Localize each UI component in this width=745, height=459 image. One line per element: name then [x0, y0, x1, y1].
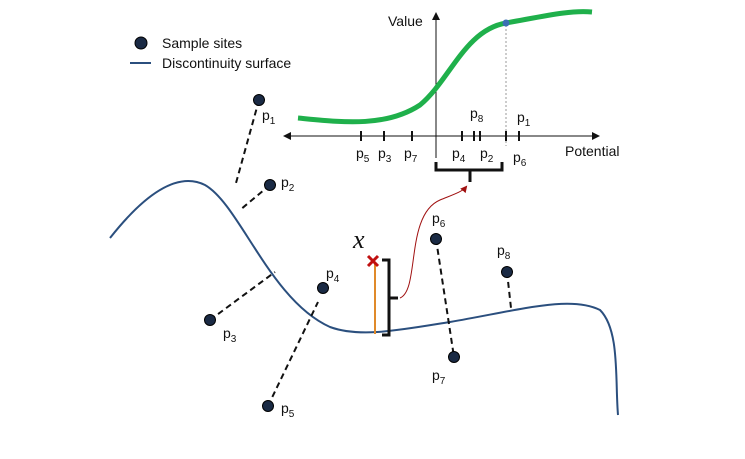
tick-label-sub: 4	[460, 154, 466, 165]
point-label-sub: 5	[289, 409, 295, 420]
tick-label-base: p	[378, 145, 386, 161]
tick-label-sub: 1	[525, 118, 531, 129]
tick-label: p2	[480, 145, 494, 165]
tick-label-base: p	[452, 145, 460, 161]
bracket	[434, 162, 504, 182]
query-marker	[366, 254, 380, 268]
arrow	[399, 185, 468, 299]
sample-site	[501, 266, 513, 278]
sample-site	[317, 282, 329, 294]
point-label: p8	[497, 242, 511, 262]
sample-site	[253, 94, 265, 106]
legend-label: Discontinuity surface	[162, 55, 291, 71]
dashed-link	[239, 184, 271, 211]
y-axis-label: Value	[388, 13, 423, 29]
value-curve	[297, 9, 593, 125]
tick-label: p5	[356, 145, 370, 165]
discontinuity-surface	[109, 180, 619, 416]
point-label-base: p	[281, 400, 289, 416]
point-label-sub: 2	[289, 183, 295, 194]
sample-site	[264, 179, 276, 191]
point-label-base: p	[223, 325, 231, 341]
tick-label: p4	[452, 145, 466, 165]
point-label-base: p	[432, 210, 440, 226]
bracket	[382, 258, 398, 337]
point-label: p4	[326, 265, 340, 285]
dashed-link	[435, 238, 455, 358]
dashed-link	[209, 271, 276, 321]
point-label: p5	[281, 400, 295, 420]
tick-label: p7	[404, 145, 418, 165]
tick-label-sub: 7	[412, 154, 418, 165]
tick-label: p8	[470, 105, 484, 125]
dashed-link	[267, 301, 319, 407]
curve-point	[502, 19, 510, 27]
tick-label-base: p	[470, 105, 478, 121]
point-label-base: p	[326, 265, 334, 281]
tick-label-base: p	[517, 109, 525, 125]
point-label-sub: 3	[231, 334, 237, 345]
sample-site	[430, 233, 442, 245]
dashed-link	[235, 99, 260, 184]
point-label: p7	[432, 367, 446, 387]
point-label-base: p	[432, 367, 440, 383]
point-label-base: p	[262, 107, 270, 123]
query-label: x	[352, 225, 365, 254]
sample-site	[448, 351, 460, 363]
point-label: p1	[262, 107, 276, 127]
dashed-link	[506, 271, 512, 309]
legend-label: Sample sites	[162, 35, 242, 51]
point-label-sub: 8	[505, 251, 511, 262]
tick-label-base: p	[404, 145, 412, 161]
tick-label-sub: 8	[478, 114, 484, 125]
tick-label-base: p	[480, 145, 488, 161]
point-label-sub: 4	[334, 274, 340, 285]
point-label-sub: 6	[440, 219, 446, 230]
point-label-sub: 7	[440, 376, 446, 387]
point-label: p3	[223, 325, 237, 345]
tick-label-sub: 3	[386, 154, 392, 165]
x-axis-label: Potential	[565, 143, 619, 159]
sample-site	[204, 314, 216, 326]
legend-dot	[134, 36, 148, 50]
tick-label-base: p	[513, 149, 521, 165]
tick-label: p6	[513, 149, 527, 169]
tick-label-sub: 6	[521, 158, 527, 169]
point-label-base: p	[497, 242, 505, 258]
tick-label-base: p	[356, 145, 364, 161]
point-label-sub: 1	[270, 116, 276, 127]
sample-site	[262, 400, 274, 412]
content: Sample sites Discontinuity surface Value…	[109, 9, 619, 420]
tick-label-sub: 2	[488, 154, 494, 165]
tick-label: p1	[517, 109, 531, 129]
point-label: p6	[432, 210, 446, 230]
tick-label-sub: 5	[364, 154, 370, 165]
tick-label: p3	[378, 145, 392, 165]
point-label: p2	[281, 174, 295, 194]
point-label-base: p	[281, 174, 289, 190]
